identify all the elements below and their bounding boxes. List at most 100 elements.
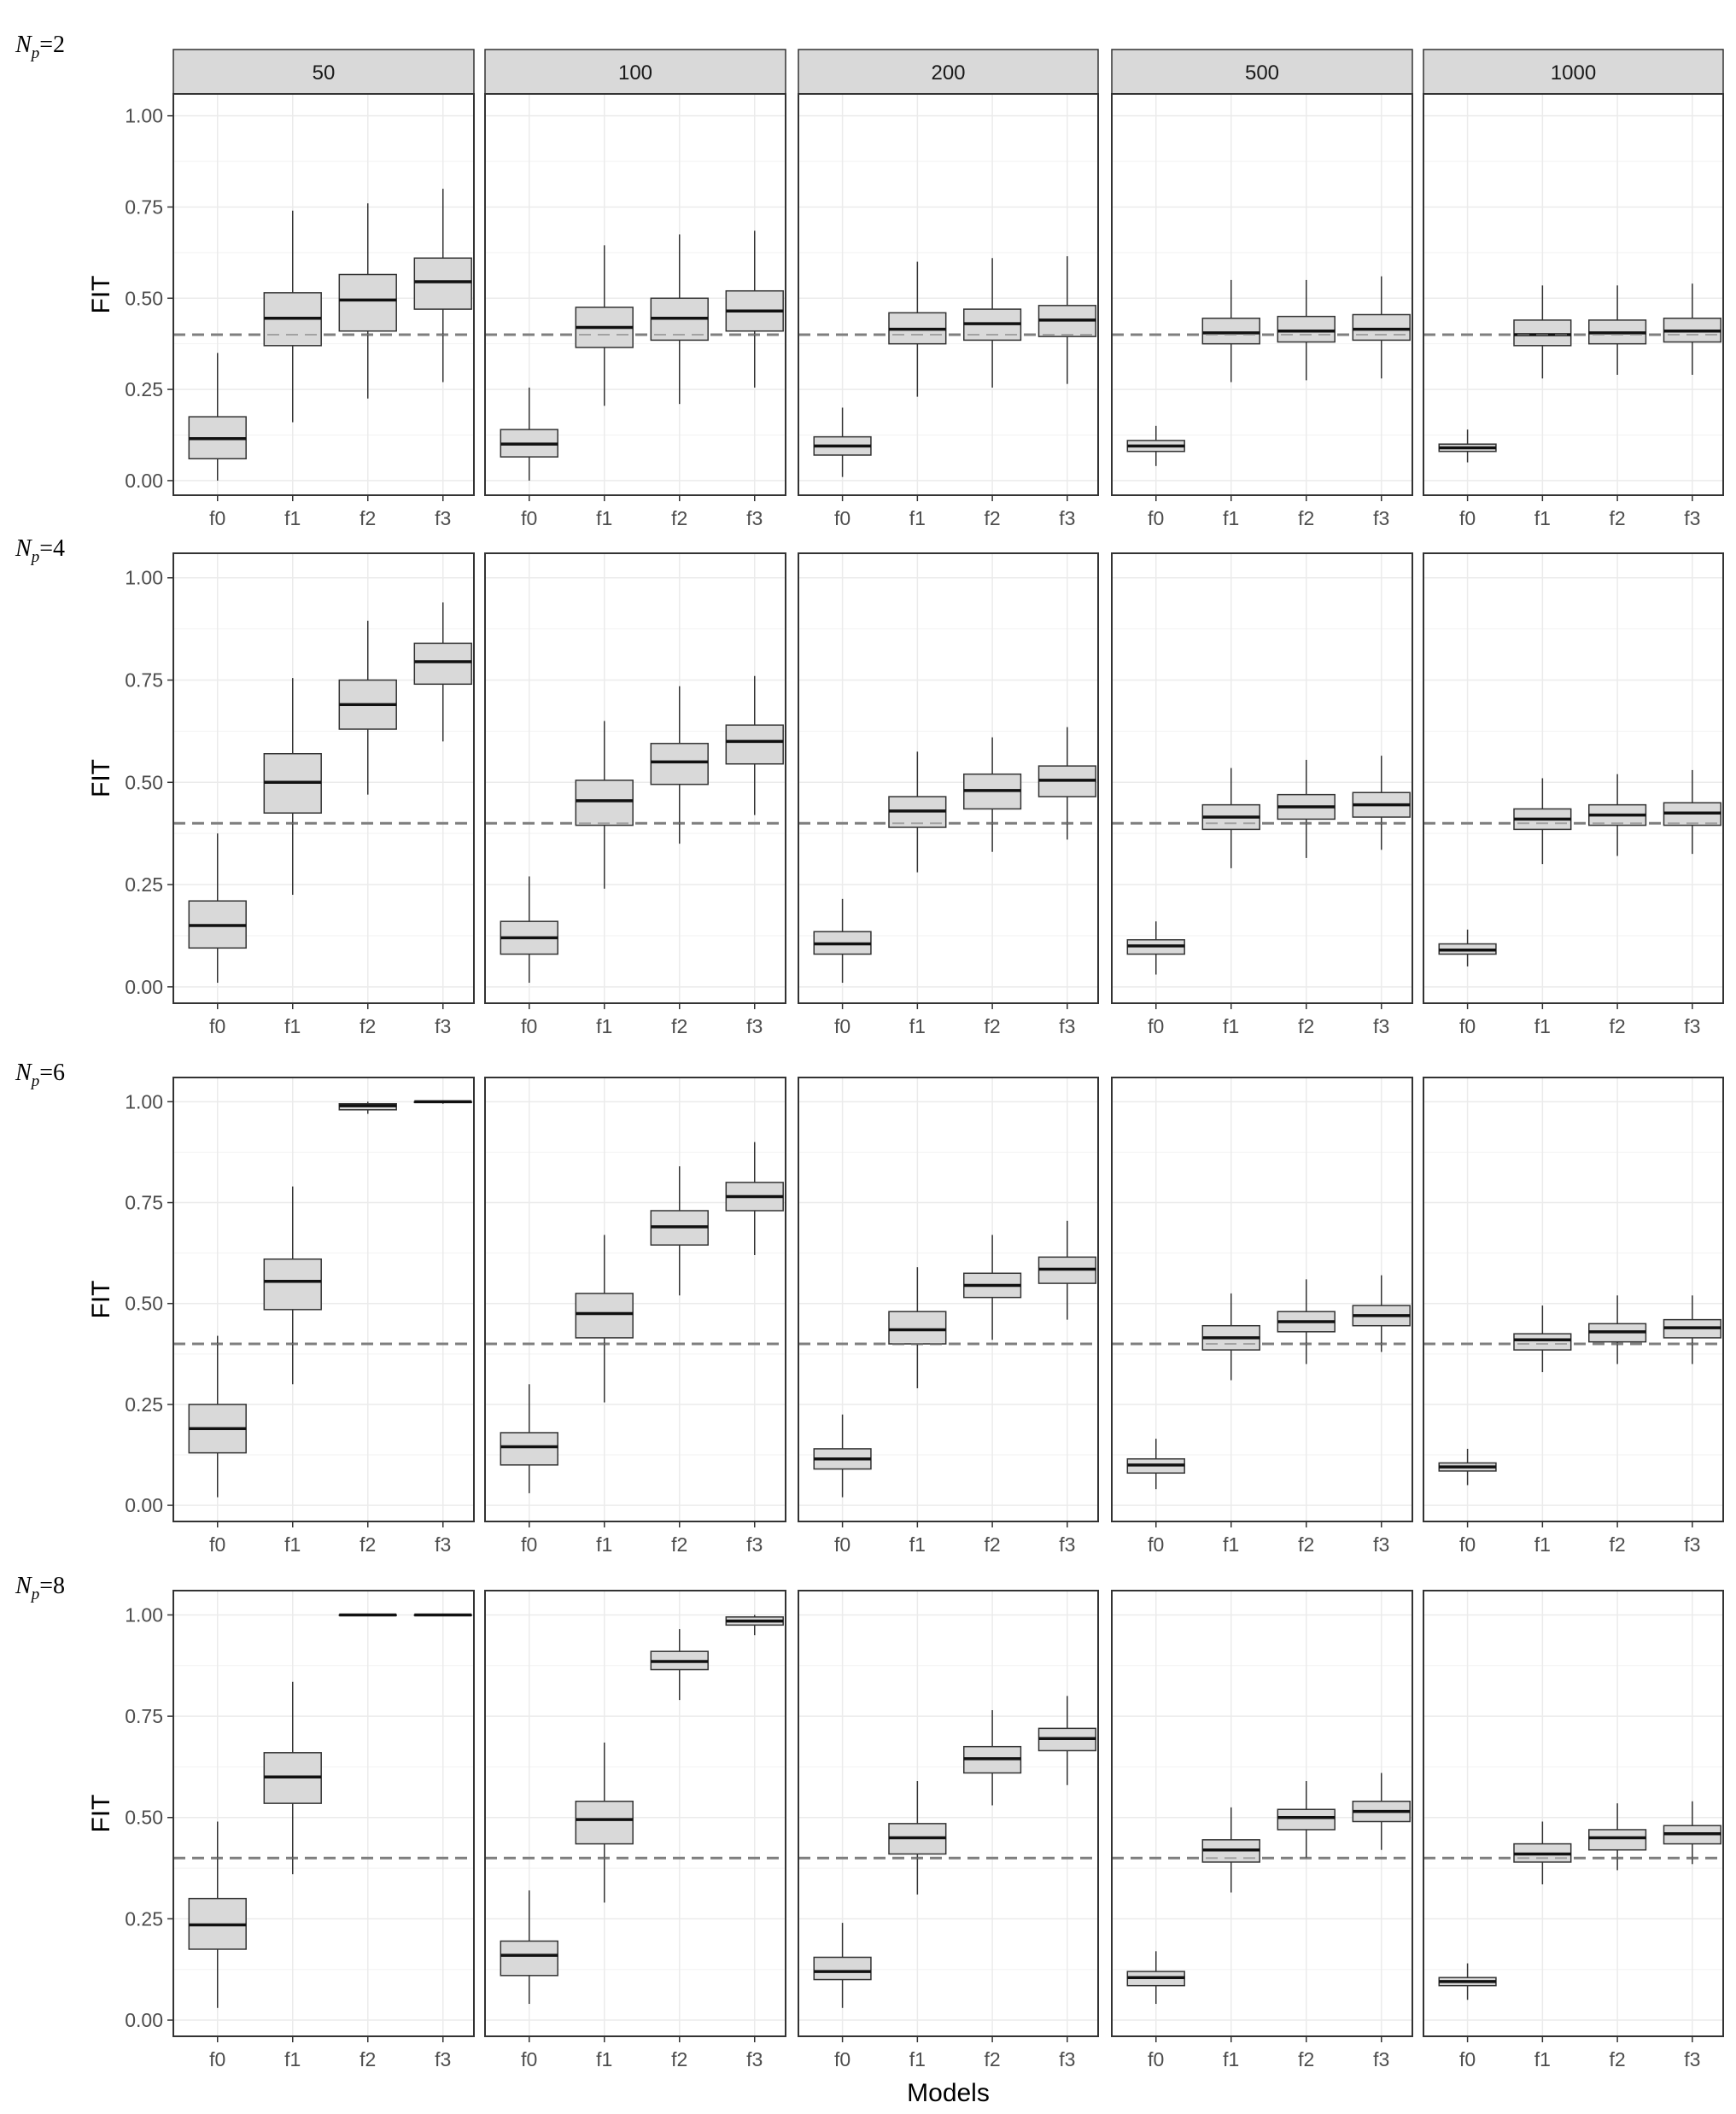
- facet-strip-label: 50: [313, 61, 336, 85]
- y-tick-label: 0.50: [125, 1293, 163, 1315]
- x-tick-label: f3: [746, 2048, 763, 2070]
- y-tick-label: 0.75: [125, 669, 163, 692]
- x-tick-label: f2: [985, 1015, 1001, 1037]
- panel-background: [173, 1591, 474, 2036]
- y-tick-label: 1.00: [125, 567, 163, 589]
- panel-border: [1423, 1590, 1724, 2037]
- panel-background: [1423, 1077, 1723, 1521]
- x-tick-label: f1: [1223, 1015, 1239, 1037]
- panel-border: [798, 93, 1099, 496]
- panel-border: [172, 552, 475, 1004]
- y-tick-label: 1.00: [125, 1090, 163, 1112]
- facet-strip: [798, 49, 1099, 95]
- row-label-subscript: p: [30, 44, 40, 62]
- x-tick-label: f3: [746, 1533, 763, 1556]
- y-axis-title: FIT: [87, 1795, 115, 1833]
- panel-border: [172, 1590, 475, 2037]
- box: [1513, 1333, 1572, 1351]
- box: [1277, 315, 1336, 343]
- panel-border: [484, 1077, 786, 1522]
- panel-border: [1423, 93, 1724, 496]
- x-tick-label: f1: [284, 2048, 301, 2070]
- y-tick-label: 1.00: [125, 1603, 163, 1626]
- x-tick-label: f3: [1059, 1533, 1075, 1556]
- panel-border: [798, 552, 1099, 1004]
- x-tick-label: f1: [909, 1533, 926, 1556]
- x-tick-label: f2: [1610, 507, 1626, 529]
- x-tick-label: f2: [1298, 507, 1314, 529]
- x-tick-label: f3: [435, 1015, 451, 1037]
- y-axis-title: FIT: [87, 1281, 115, 1319]
- panel-background: [1423, 553, 1723, 1003]
- row-label-subscript: p: [30, 1072, 40, 1090]
- box: [413, 257, 472, 310]
- x-tick-label: f3: [1684, 507, 1700, 529]
- x-tick-label: f1: [1534, 1015, 1551, 1037]
- box: [1352, 313, 1411, 342]
- panel-background: [1112, 94, 1412, 495]
- row-label-value: =6: [39, 1060, 65, 1086]
- box: [1277, 1808, 1336, 1831]
- x-tick-label: f2: [1610, 2048, 1626, 2070]
- y-tick-label: 0.25: [125, 1393, 163, 1416]
- x-tick-label: f0: [209, 507, 225, 529]
- box: [338, 273, 397, 332]
- x-tick-label: f0: [209, 1533, 225, 1556]
- y-tick-label: 0.75: [125, 1705, 163, 1727]
- y-tick-label: 0.75: [125, 196, 163, 218]
- x-tick-label: f2: [985, 1533, 1001, 1556]
- panel-border: [1111, 93, 1413, 496]
- x-tick-label: f3: [746, 1015, 763, 1037]
- x-tick-label: f0: [834, 2048, 850, 2070]
- x-tick-label: f3: [746, 507, 763, 529]
- x-tick-label: f0: [521, 1015, 537, 1037]
- row-label-value: =8: [39, 1573, 65, 1599]
- x-tick-label: f0: [834, 1015, 850, 1037]
- panel-border: [1423, 1077, 1724, 1522]
- y-tick-label: 0.25: [125, 378, 163, 400]
- x-tick-label: f0: [1148, 1015, 1164, 1037]
- panel-background: [1423, 94, 1723, 495]
- x-tick-label: f2: [985, 2048, 1001, 2070]
- y-axis-title: FIT: [87, 276, 115, 314]
- x-tick-label: f0: [834, 1533, 850, 1556]
- x-tick-label: f2: [359, 1015, 376, 1037]
- row-label-var: N: [15, 535, 32, 562]
- x-tick-label: f1: [284, 507, 301, 529]
- panel-border: [1111, 552, 1413, 1004]
- panel-border: [1111, 1590, 1413, 2037]
- facet-strip-label: 500: [1245, 61, 1279, 85]
- x-tick-label: f3: [1684, 2048, 1700, 2070]
- x-tick-label: f0: [1459, 507, 1476, 529]
- y-tick-label: 0.50: [125, 1807, 163, 1829]
- x-tick-label: f0: [521, 1533, 537, 1556]
- x-tick-label: f2: [1610, 1533, 1626, 1556]
- x-tick-label: f2: [671, 1533, 687, 1556]
- x-tick-label: f0: [1459, 1015, 1476, 1037]
- x-tick-label: f0: [209, 1015, 225, 1037]
- x-tick-label: f3: [1373, 507, 1389, 529]
- x-tick-label: f1: [1534, 2048, 1551, 2070]
- facet-strip: [1111, 49, 1413, 95]
- x-tick-label: f0: [209, 2048, 225, 2070]
- x-tick-label: f0: [834, 507, 850, 529]
- x-tick-label: f1: [596, 507, 612, 529]
- x-tick-label: f1: [284, 1533, 301, 1556]
- panel-border: [1423, 552, 1724, 1004]
- x-tick-label: f0: [1459, 1533, 1476, 1556]
- x-tick-label: f3: [1684, 1015, 1700, 1037]
- box: [888, 1311, 947, 1345]
- panel-border: [798, 1077, 1099, 1522]
- box: [575, 780, 634, 826]
- box: [725, 724, 784, 765]
- panel-background: [798, 94, 1098, 495]
- x-tick-label: f2: [671, 507, 687, 529]
- x-tick-label: f1: [909, 2048, 926, 2070]
- row-facet-label: Np=2: [15, 32, 65, 62]
- row-label-value: =4: [39, 535, 65, 562]
- box: [1201, 318, 1260, 345]
- x-tick-label: f3: [435, 1533, 451, 1556]
- panel-border: [484, 552, 786, 1004]
- facet-strip-label: 100: [618, 61, 652, 85]
